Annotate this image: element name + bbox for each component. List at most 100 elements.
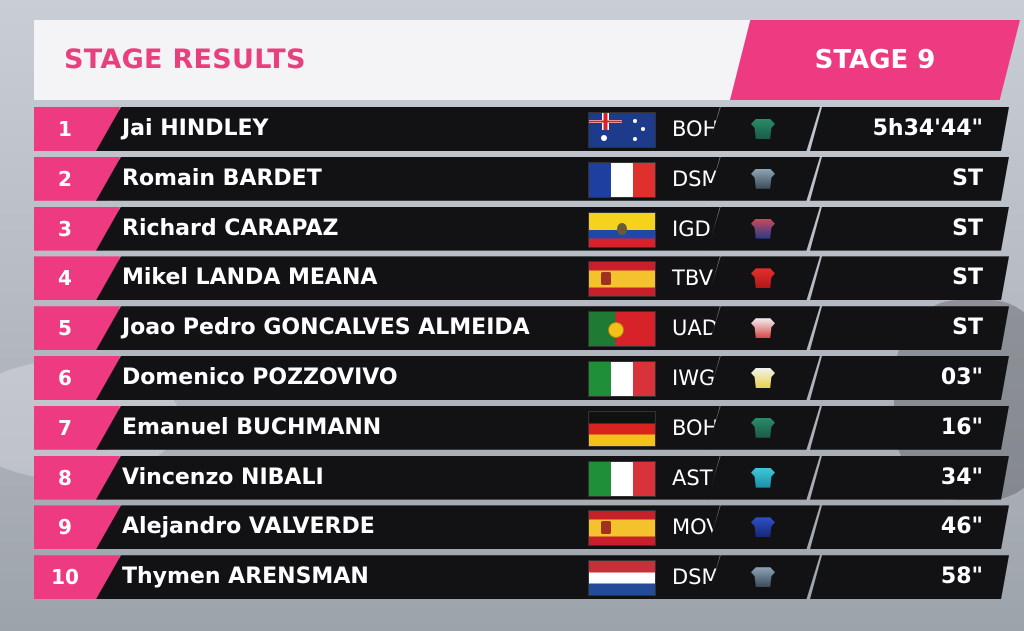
position-number: 1: [58, 117, 72, 141]
team-code: IGD: [672, 216, 711, 241]
rider-cell: Romain BARDET DSM: [96, 156, 720, 201]
rider-cell: Thymen ARENSMAN DSM: [96, 555, 720, 600]
rider-cell: Vincenzo NIBALI AST: [96, 455, 720, 500]
rider-cell: Jai HINDLEY BOH: [96, 107, 720, 151]
result-row: 2 Romain BARDET DSM ST: [34, 156, 1009, 201]
position-number: 10: [51, 565, 79, 590]
jersey-cell: [707, 555, 820, 600]
time-cell: ST: [810, 156, 1009, 201]
uad-jersey-icon: [751, 318, 775, 339]
finish-time: 16": [940, 414, 983, 440]
result-row: 4 Mikel LANDA MEANA TBV ST: [34, 256, 1009, 301]
rider-name: Thymen ARENSMAN: [122, 564, 369, 590]
position-cell: 4: [34, 256, 120, 301]
team-code: AST: [672, 465, 713, 490]
germany-flag-icon: [588, 410, 656, 447]
rider-cell: Joao Pedro GONCALVES ALMEIDA UAD: [96, 306, 720, 351]
result-row: 10 Thymen ARENSMAN DSM 58": [34, 555, 1009, 600]
jersey-cell: [707, 156, 820, 201]
spain-flag-icon: [588, 261, 656, 298]
finish-time: ST: [952, 215, 983, 241]
boh-jersey-icon: [751, 417, 775, 438]
result-row: 7 Emanuel BUCHMANN BOH 16": [34, 405, 1009, 450]
tbv-jersey-icon: [751, 268, 775, 289]
page-title: STAGE RESULTS: [64, 44, 306, 75]
result-row: 1 Jai HINDLEY BOH 5h34'44": [34, 107, 1009, 151]
jersey-cell: [707, 107, 820, 151]
finish-time: ST: [952, 165, 983, 191]
result-row: 6 Domenico POZZOVIVO IWG 03": [34, 356, 1009, 400]
portugal-flag-icon: [588, 311, 656, 348]
jersey-cell: [707, 256, 820, 301]
time-cell: 03": [810, 356, 1009, 400]
team-code: BOH: [672, 415, 719, 440]
netherlands-flag-icon: [588, 560, 656, 597]
france-flag-icon: [588, 161, 656, 198]
rider-name: Domenico POZZOVIVO: [122, 365, 398, 390]
rider-cell: Richard CARAPAZ IGD: [96, 206, 720, 251]
position-number: 8: [58, 465, 72, 490]
result-row: 8 Vincenzo NIBALI AST 34": [34, 455, 1009, 500]
rider-cell: Mikel LANDA MEANA TBV: [96, 256, 720, 301]
position-number: 4: [58, 266, 72, 291]
team-code: BOH: [672, 117, 719, 141]
rider-cell: Alejandro VALVERDE MOV: [96, 505, 720, 550]
result-row: 9 Alejandro VALVERDE MOV 46": [34, 505, 1009, 550]
time-cell: ST: [810, 256, 1009, 301]
dsm-jersey-icon: [751, 567, 775, 588]
position-number: 3: [58, 216, 72, 241]
time-cell: 34": [810, 455, 1009, 500]
rider-name: Emanuel BUCHMANN: [122, 414, 382, 440]
rider-name: Vincenzo NIBALI: [122, 464, 324, 490]
rider-cell: Emanuel BUCHMANN BOH: [96, 405, 720, 450]
stage-badge: STAGE 9: [730, 20, 1020, 100]
position-number: 6: [58, 366, 72, 390]
finish-time: 58": [940, 564, 983, 590]
time-cell: 16": [810, 405, 1009, 450]
ecuador-flag-icon: [588, 211, 656, 248]
jersey-cell: [707, 505, 820, 550]
ast-jersey-icon: [751, 467, 775, 488]
time-cell: 58": [810, 555, 1009, 600]
team-code: UAD: [672, 316, 718, 341]
rider-name: Romain BARDET: [122, 165, 322, 191]
position-number: 5: [58, 316, 72, 341]
jersey-cell: [707, 405, 820, 450]
rider-name: Jai HINDLEY: [122, 116, 269, 141]
time-cell: 5h34'44": [810, 107, 1009, 151]
position-number: 9: [58, 515, 72, 540]
jersey-cell: [707, 306, 820, 351]
finish-time: ST: [952, 315, 983, 341]
italy-flag-icon: [588, 361, 656, 397]
rider-name: Richard CARAPAZ: [122, 215, 339, 241]
rider-name: Joao Pedro GONCALVES ALMEIDA: [122, 315, 530, 341]
igd-jersey-icon: [751, 218, 775, 239]
time-cell: ST: [810, 206, 1009, 251]
finish-time: ST: [952, 265, 983, 291]
mov-jersey-icon: [751, 517, 775, 538]
iwg-jersey-icon: [751, 368, 775, 388]
australia-flag-icon: [588, 112, 656, 148]
result-row: 5 Joao Pedro GONCALVES ALMEIDA UAD ST: [34, 306, 1009, 351]
italy-flag-icon: [588, 460, 656, 497]
rider-name: Alejandro VALVERDE: [122, 514, 375, 540]
time-cell: 46": [810, 505, 1009, 550]
finish-time: 34": [940, 464, 983, 490]
time-cell: ST: [810, 306, 1009, 351]
position-number: 7: [58, 415, 72, 440]
result-row: 3 Richard CARAPAZ IGD ST: [34, 206, 1009, 251]
dsm-jersey-icon: [751, 168, 775, 189]
rider-name: Mikel LANDA MEANA: [122, 265, 378, 291]
finish-time: 5h34'44": [872, 116, 983, 141]
team-code: IWG: [672, 366, 716, 390]
finish-time: 03": [940, 365, 983, 390]
header-bar: STAGE RESULTS: [34, 20, 770, 100]
finish-time: 46": [940, 514, 983, 540]
rider-cell: Domenico POZZOVIVO IWG: [96, 356, 720, 400]
team-code: TBV: [672, 266, 713, 291]
boh-jersey-icon: [751, 119, 775, 139]
stage-label: STAGE 9: [814, 45, 936, 75]
jersey-cell: [707, 356, 820, 400]
spain-flag-icon: [588, 510, 656, 547]
jersey-cell: [707, 455, 820, 500]
